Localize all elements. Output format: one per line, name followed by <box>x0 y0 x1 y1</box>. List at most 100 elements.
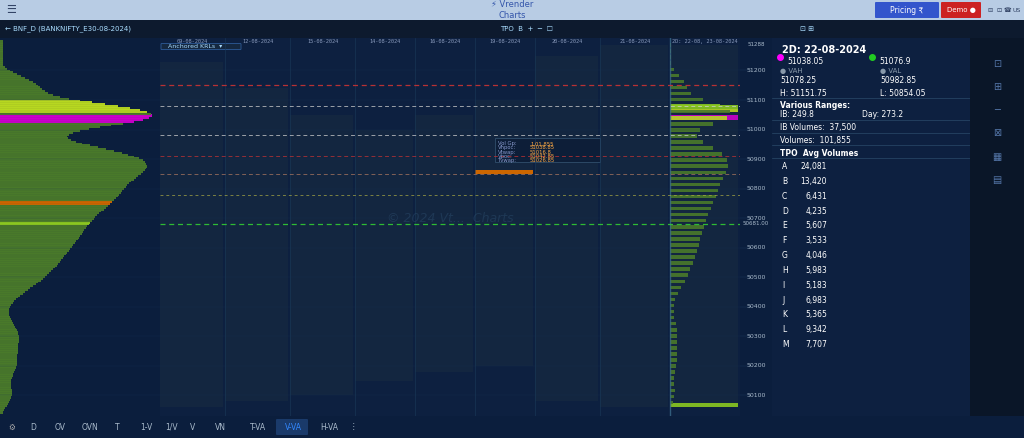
Text: E: E <box>782 222 786 230</box>
Bar <box>0 307 9 310</box>
Bar <box>0 198 114 201</box>
Bar <box>670 316 675 319</box>
Bar <box>670 334 678 338</box>
Bar <box>670 243 698 247</box>
Bar <box>0 120 134 123</box>
Bar <box>0 322 13 325</box>
Bar <box>670 128 700 132</box>
Bar <box>0 286 31 289</box>
Text: 14-08-2024: 14-08-2024 <box>370 39 400 45</box>
Text: D: D <box>782 207 787 215</box>
Bar <box>0 238 78 240</box>
Bar <box>0 158 139 160</box>
Bar <box>0 341 18 343</box>
Text: ← BNF_D (BANKNIFTY_E30-08-2024): ← BNF_D (BANKNIFTY_E30-08-2024) <box>5 26 131 32</box>
Bar <box>670 304 674 307</box>
Text: 19-08-2024: 19-08-2024 <box>489 39 520 45</box>
Text: M: M <box>782 340 788 349</box>
Bar <box>0 139 71 141</box>
Text: ⊡ ⊞: ⊡ ⊞ <box>800 26 814 32</box>
Bar <box>670 298 676 301</box>
Bar <box>0 165 146 167</box>
Bar <box>0 184 127 186</box>
Text: Vhpoc:: Vhpoc: <box>498 145 516 151</box>
Bar <box>0 70 10 72</box>
Bar <box>0 212 99 214</box>
Text: ▦: ▦ <box>992 152 1001 162</box>
Text: L: L <box>782 325 786 334</box>
Bar <box>670 43 671 47</box>
Bar <box>0 40 3 42</box>
Text: 51200: 51200 <box>746 68 766 73</box>
Bar <box>670 219 706 223</box>
Bar <box>670 46 738 407</box>
Bar <box>670 382 675 386</box>
Text: TPO  B  +  ─  ☐: TPO B + ─ ☐ <box>500 26 553 32</box>
Bar <box>0 137 69 139</box>
Bar <box>0 367 15 369</box>
Bar <box>670 279 685 283</box>
Bar <box>0 344 18 347</box>
Bar <box>0 169 144 171</box>
Bar <box>670 237 700 240</box>
Text: 5,607: 5,607 <box>805 222 827 230</box>
FancyBboxPatch shape <box>495 138 600 162</box>
Bar <box>670 177 723 180</box>
Text: ⊡: ⊡ <box>996 7 1001 13</box>
Bar <box>0 242 75 244</box>
Bar <box>0 283 36 285</box>
Bar <box>0 53 3 55</box>
Bar <box>0 178 133 180</box>
Bar <box>535 56 598 401</box>
Bar <box>0 229 84 231</box>
Bar <box>0 388 11 390</box>
Bar <box>0 109 140 111</box>
Bar <box>670 249 696 253</box>
Bar <box>0 206 105 208</box>
Bar <box>0 223 89 226</box>
Bar <box>0 339 18 341</box>
Bar <box>0 350 17 353</box>
Bar <box>0 107 130 110</box>
Text: Various Ranges:: Various Ranges: <box>780 101 850 110</box>
Text: 51100: 51100 <box>746 98 766 102</box>
Bar <box>0 300 14 302</box>
Bar <box>0 122 123 124</box>
Bar <box>0 99 80 102</box>
Bar <box>0 45 3 48</box>
Bar <box>0 285 33 287</box>
Bar <box>0 412 3 414</box>
Text: Vtwap:: Vtwap: <box>498 150 516 155</box>
Bar <box>670 201 714 204</box>
Bar <box>0 129 80 132</box>
Bar <box>670 122 713 126</box>
Bar <box>670 403 738 406</box>
Bar <box>0 51 3 53</box>
Text: ⊡: ⊡ <box>993 59 1001 69</box>
Text: 6,983: 6,983 <box>805 296 827 304</box>
Bar <box>290 115 353 396</box>
Text: A: A <box>782 162 787 171</box>
Text: Day: 273.2: Day: 273.2 <box>862 110 903 119</box>
Bar <box>670 74 679 77</box>
Bar <box>0 49 3 52</box>
Bar <box>670 273 688 277</box>
Text: 21-08-2024: 21-08-2024 <box>620 39 650 45</box>
Bar <box>670 152 722 156</box>
Text: V: V <box>190 423 196 431</box>
Bar <box>0 193 120 195</box>
Bar <box>0 92 48 95</box>
Bar <box>0 326 15 328</box>
Text: T: T <box>115 423 120 431</box>
Text: 1/V: 1/V <box>165 423 177 431</box>
Bar <box>0 173 140 175</box>
Bar <box>0 124 112 127</box>
Bar <box>670 170 726 174</box>
Bar <box>0 376 12 379</box>
Text: 09-08-2024: 09-08-2024 <box>177 39 208 45</box>
Text: 1-V: 1-V <box>140 423 153 431</box>
Bar <box>0 47 3 49</box>
Bar <box>670 225 703 229</box>
Text: 2D: 22-08-2024: 2D: 22-08-2024 <box>782 46 866 56</box>
Bar <box>0 318 11 321</box>
